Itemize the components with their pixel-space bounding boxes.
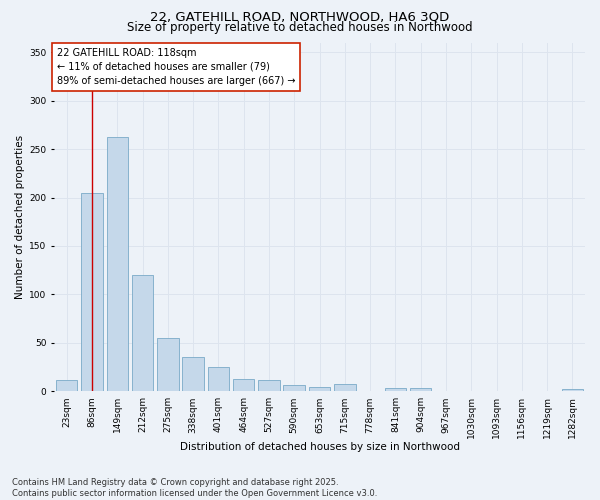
Bar	[182, 358, 204, 392]
Bar	[283, 384, 305, 392]
Text: Contains HM Land Registry data © Crown copyright and database right 2025.
Contai: Contains HM Land Registry data © Crown c…	[12, 478, 377, 498]
Bar	[56, 380, 77, 392]
Bar	[334, 384, 356, 392]
Bar	[208, 367, 229, 392]
X-axis label: Distribution of detached houses by size in Northwood: Distribution of detached houses by size …	[179, 442, 460, 452]
Text: 22, GATEHILL ROAD, NORTHWOOD, HA6 3QD: 22, GATEHILL ROAD, NORTHWOOD, HA6 3QD	[151, 11, 449, 24]
Bar	[157, 338, 179, 392]
Bar	[410, 388, 431, 392]
Bar	[81, 192, 103, 392]
Text: 22 GATEHILL ROAD: 118sqm
← 11% of detached houses are smaller (79)
89% of semi-d: 22 GATEHILL ROAD: 118sqm ← 11% of detach…	[57, 48, 295, 86]
Bar	[132, 275, 153, 392]
Y-axis label: Number of detached properties: Number of detached properties	[15, 135, 25, 299]
Text: Size of property relative to detached houses in Northwood: Size of property relative to detached ho…	[127, 22, 473, 35]
Bar	[233, 378, 254, 392]
Bar	[107, 138, 128, 392]
Bar	[258, 380, 280, 392]
Bar	[562, 390, 583, 392]
Bar	[385, 388, 406, 392]
Bar	[309, 386, 330, 392]
